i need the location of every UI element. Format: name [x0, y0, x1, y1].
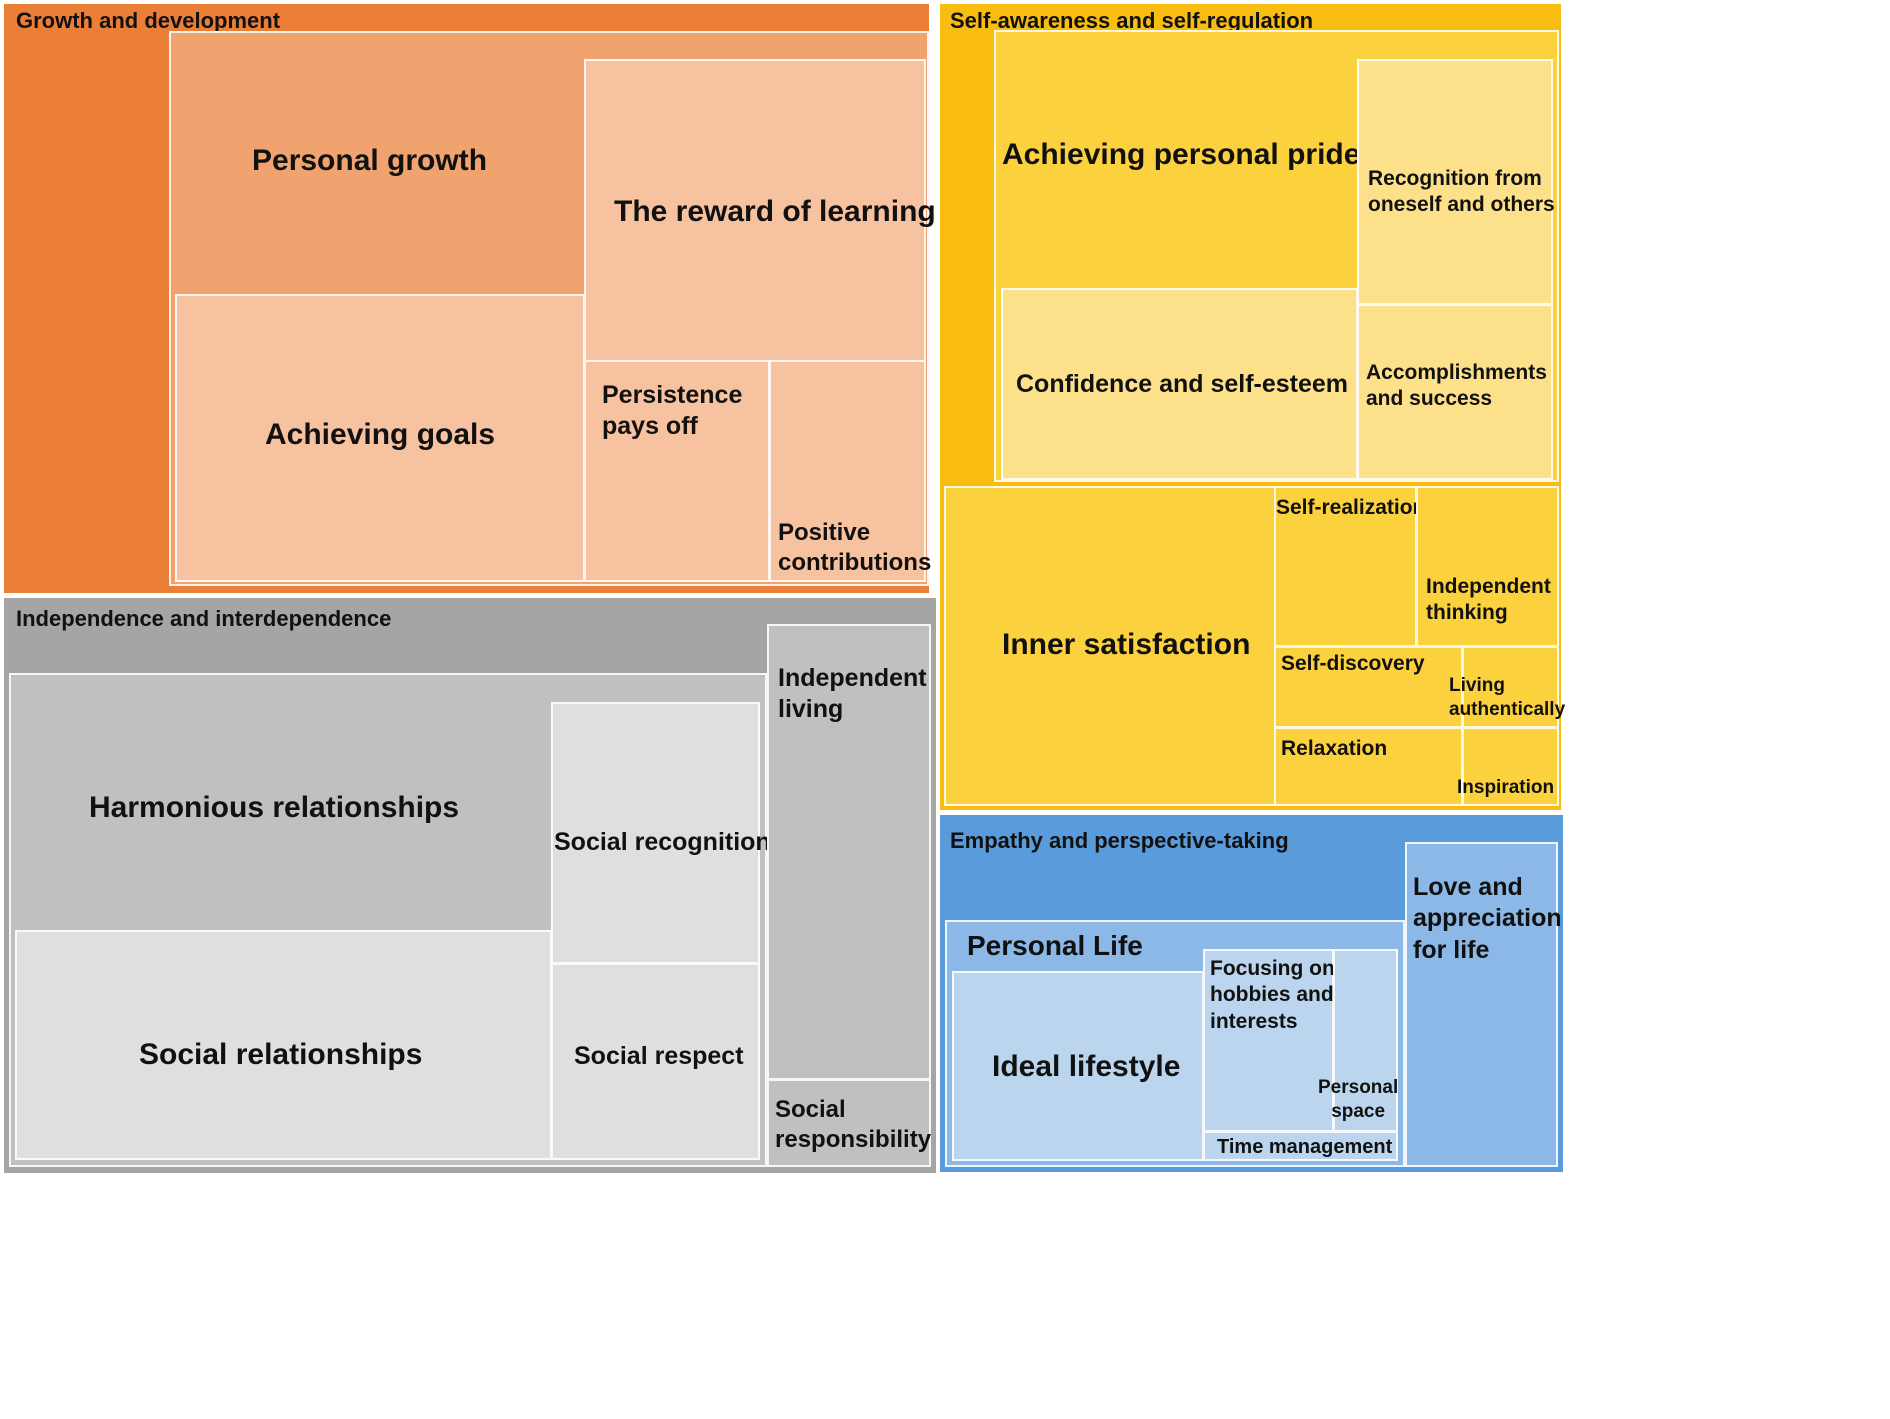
tile-personal-life-label: Personal Life	[967, 930, 1143, 961]
tile-accomplishments	[1357, 304, 1553, 480]
tile-positive-contributions	[769, 360, 926, 582]
tile-personal-space-label: Personal space	[1318, 1077, 1399, 1122]
tile-self-discovery	[1274, 646, 1463, 728]
tile-independent-living	[767, 624, 931, 1080]
group-independence-label: Independence and interdependence	[16, 606, 392, 631]
tile-achieving-goals-label: Achieving goals	[265, 418, 496, 451]
tile-social-responsibility	[767, 1079, 931, 1167]
tile-personal-growth-label: Personal growth	[252, 144, 488, 177]
tile-inspiration-label: Inspiration	[1457, 777, 1555, 798]
tile-time-management-label: Time management	[1217, 1136, 1393, 1158]
group-selfaware-label: Self-awareness and self-regulation	[950, 8, 1314, 33]
tile-social-relationships	[15, 930, 552, 1160]
tile-independent-thinking	[1416, 486, 1559, 647]
tile-personal-pride-label: Achieving personal pride	[1002, 138, 1361, 171]
tile-accomplishments-label: Accomplishments and success	[1366, 361, 1547, 411]
tile-inspiration	[1462, 727, 1559, 806]
tile-love-appreciation	[1405, 842, 1558, 1167]
tile-recognition-label: Recognition from oneself and others	[1368, 167, 1555, 217]
tile-independent-thinking-label: Independent thinking	[1426, 575, 1551, 625]
tile-self-realization-label: Self-realization	[1276, 496, 1426, 519]
tile-ideal-lifestyle-label: Ideal lifestyle	[992, 1050, 1181, 1083]
tile-recognition	[1357, 59, 1553, 305]
tile-social-responsibility-label: Social responsibility	[775, 1096, 932, 1153]
tile-self-discovery-label: Self-discovery	[1281, 652, 1425, 675]
tile-social-respect-label: Social respect	[574, 1042, 744, 1070]
group-empathy-label: Empathy and perspective-taking	[950, 828, 1289, 853]
tile-social-relationships-label: Social relationships	[139, 1038, 423, 1071]
tile-confidence	[1001, 288, 1358, 480]
tile-confidence-label: Confidence and self-esteem	[1016, 370, 1349, 398]
tile-living-authentically-label: Living authentically	[1449, 675, 1566, 720]
group-growth-label: Growth and development	[16, 8, 281, 33]
tile-relaxation-label: Relaxation	[1281, 737, 1388, 760]
tile-persistence-label: Persistence pays off	[602, 381, 743, 441]
tile-achieving-goals	[175, 294, 585, 582]
tile-time-management	[1203, 1131, 1398, 1161]
tile-harmonious-label: Harmonious relationships	[89, 791, 460, 824]
tile-ideal-lifestyle	[952, 971, 1204, 1161]
tile-persistence	[584, 360, 770, 582]
tile-social-recognition-label: Social recognition	[554, 828, 771, 856]
tile-independent-living-label: Independent living	[778, 664, 927, 724]
tile-relaxation	[1274, 727, 1463, 806]
tile-social-respect	[551, 963, 760, 1160]
tile-positive-contributions-label: Positive contributions	[778, 519, 932, 576]
tile-love-appreciation-label: Love and appreciation for life	[1413, 873, 1562, 964]
tile-inner-satisfaction-label: Inner satisfaction	[1002, 628, 1251, 661]
tile-reward-of-learning-label: The reward of learning	[614, 195, 936, 228]
tile-hobbies-label: Focusing on hobbies and interests	[1210, 957, 1335, 1033]
